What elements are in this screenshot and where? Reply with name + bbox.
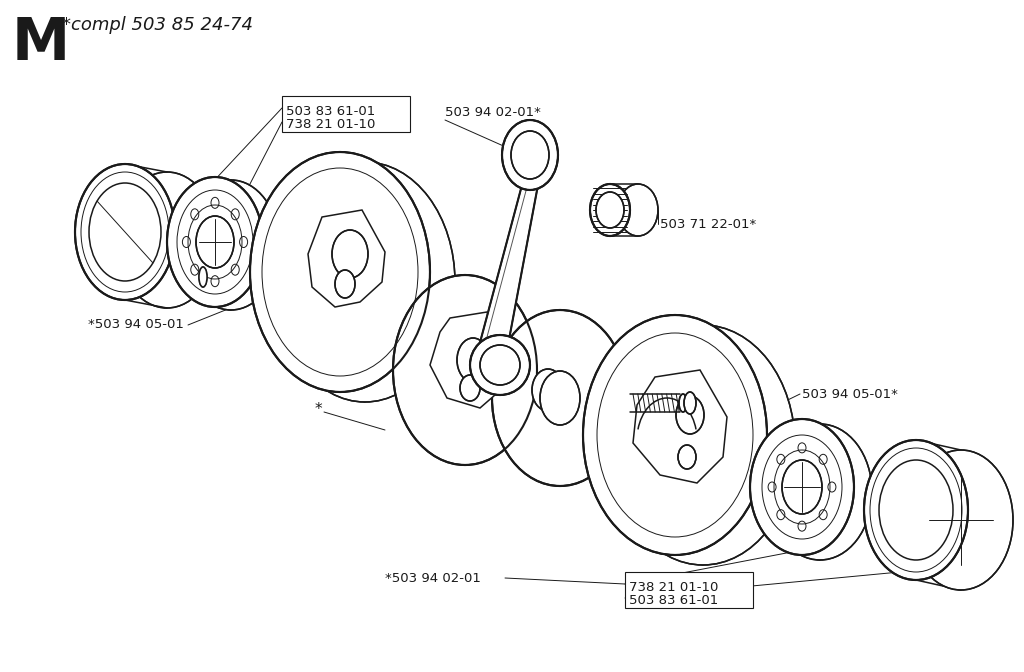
Text: 503 83 61-01: 503 83 61-01	[286, 105, 375, 118]
Ellipse shape	[611, 325, 795, 565]
Ellipse shape	[679, 394, 687, 412]
Polygon shape	[478, 185, 538, 380]
Ellipse shape	[596, 192, 624, 228]
Ellipse shape	[864, 440, 968, 580]
Ellipse shape	[502, 120, 558, 190]
Text: *503 94 02-01: *503 94 02-01	[385, 572, 481, 585]
Ellipse shape	[470, 335, 530, 395]
Ellipse shape	[275, 162, 455, 402]
Ellipse shape	[332, 230, 368, 278]
Ellipse shape	[335, 270, 355, 298]
Text: 503 71 22-01*: 503 71 22-01*	[660, 218, 757, 231]
Text: 503 94 02-01*: 503 94 02-01*	[445, 106, 541, 119]
Ellipse shape	[231, 264, 240, 276]
Ellipse shape	[240, 237, 248, 247]
Polygon shape	[430, 312, 507, 408]
Text: M: M	[12, 15, 70, 72]
Ellipse shape	[183, 180, 279, 310]
Ellipse shape	[480, 345, 520, 385]
Ellipse shape	[777, 509, 784, 519]
Ellipse shape	[540, 371, 580, 425]
Ellipse shape	[190, 264, 199, 276]
Ellipse shape	[532, 369, 564, 411]
Text: *compl 503 85 24-74: *compl 503 85 24-74	[62, 16, 253, 34]
Bar	[282, 96, 410, 132]
Text: 503 94 05-01*: 503 94 05-01*	[802, 388, 898, 401]
Ellipse shape	[819, 454, 827, 464]
Ellipse shape	[231, 209, 240, 220]
Ellipse shape	[750, 419, 854, 555]
Ellipse shape	[684, 392, 696, 414]
Ellipse shape	[678, 445, 696, 469]
Ellipse shape	[393, 275, 537, 465]
Ellipse shape	[182, 237, 190, 247]
Ellipse shape	[782, 460, 822, 514]
Ellipse shape	[798, 443, 806, 453]
Ellipse shape	[777, 454, 784, 464]
Ellipse shape	[828, 482, 836, 492]
Ellipse shape	[457, 338, 489, 382]
Ellipse shape	[196, 216, 234, 268]
Ellipse shape	[618, 184, 658, 236]
Ellipse shape	[511, 131, 549, 179]
Text: 503 83 61-01: 503 83 61-01	[629, 594, 718, 607]
Ellipse shape	[167, 177, 263, 307]
Ellipse shape	[909, 450, 1013, 590]
Text: 738 21 01-10: 738 21 01-10	[629, 581, 719, 594]
Ellipse shape	[492, 310, 628, 486]
Ellipse shape	[510, 374, 518, 390]
Ellipse shape	[819, 509, 827, 519]
Ellipse shape	[199, 267, 207, 287]
Ellipse shape	[211, 276, 219, 287]
Ellipse shape	[117, 172, 217, 308]
Ellipse shape	[768, 482, 776, 492]
Polygon shape	[308, 210, 385, 307]
Text: *: *	[315, 402, 323, 417]
Polygon shape	[633, 370, 727, 483]
Ellipse shape	[583, 315, 767, 555]
Text: 738 21 01-10: 738 21 01-10	[286, 118, 376, 131]
Ellipse shape	[250, 152, 430, 392]
Ellipse shape	[676, 396, 705, 434]
Ellipse shape	[190, 209, 199, 220]
Ellipse shape	[768, 424, 872, 560]
Ellipse shape	[75, 164, 175, 300]
Ellipse shape	[460, 375, 480, 401]
Ellipse shape	[590, 184, 630, 236]
Text: *503 94 05-01: *503 94 05-01	[88, 318, 184, 331]
Ellipse shape	[798, 521, 806, 531]
Ellipse shape	[211, 198, 219, 208]
Bar	[625, 572, 753, 608]
